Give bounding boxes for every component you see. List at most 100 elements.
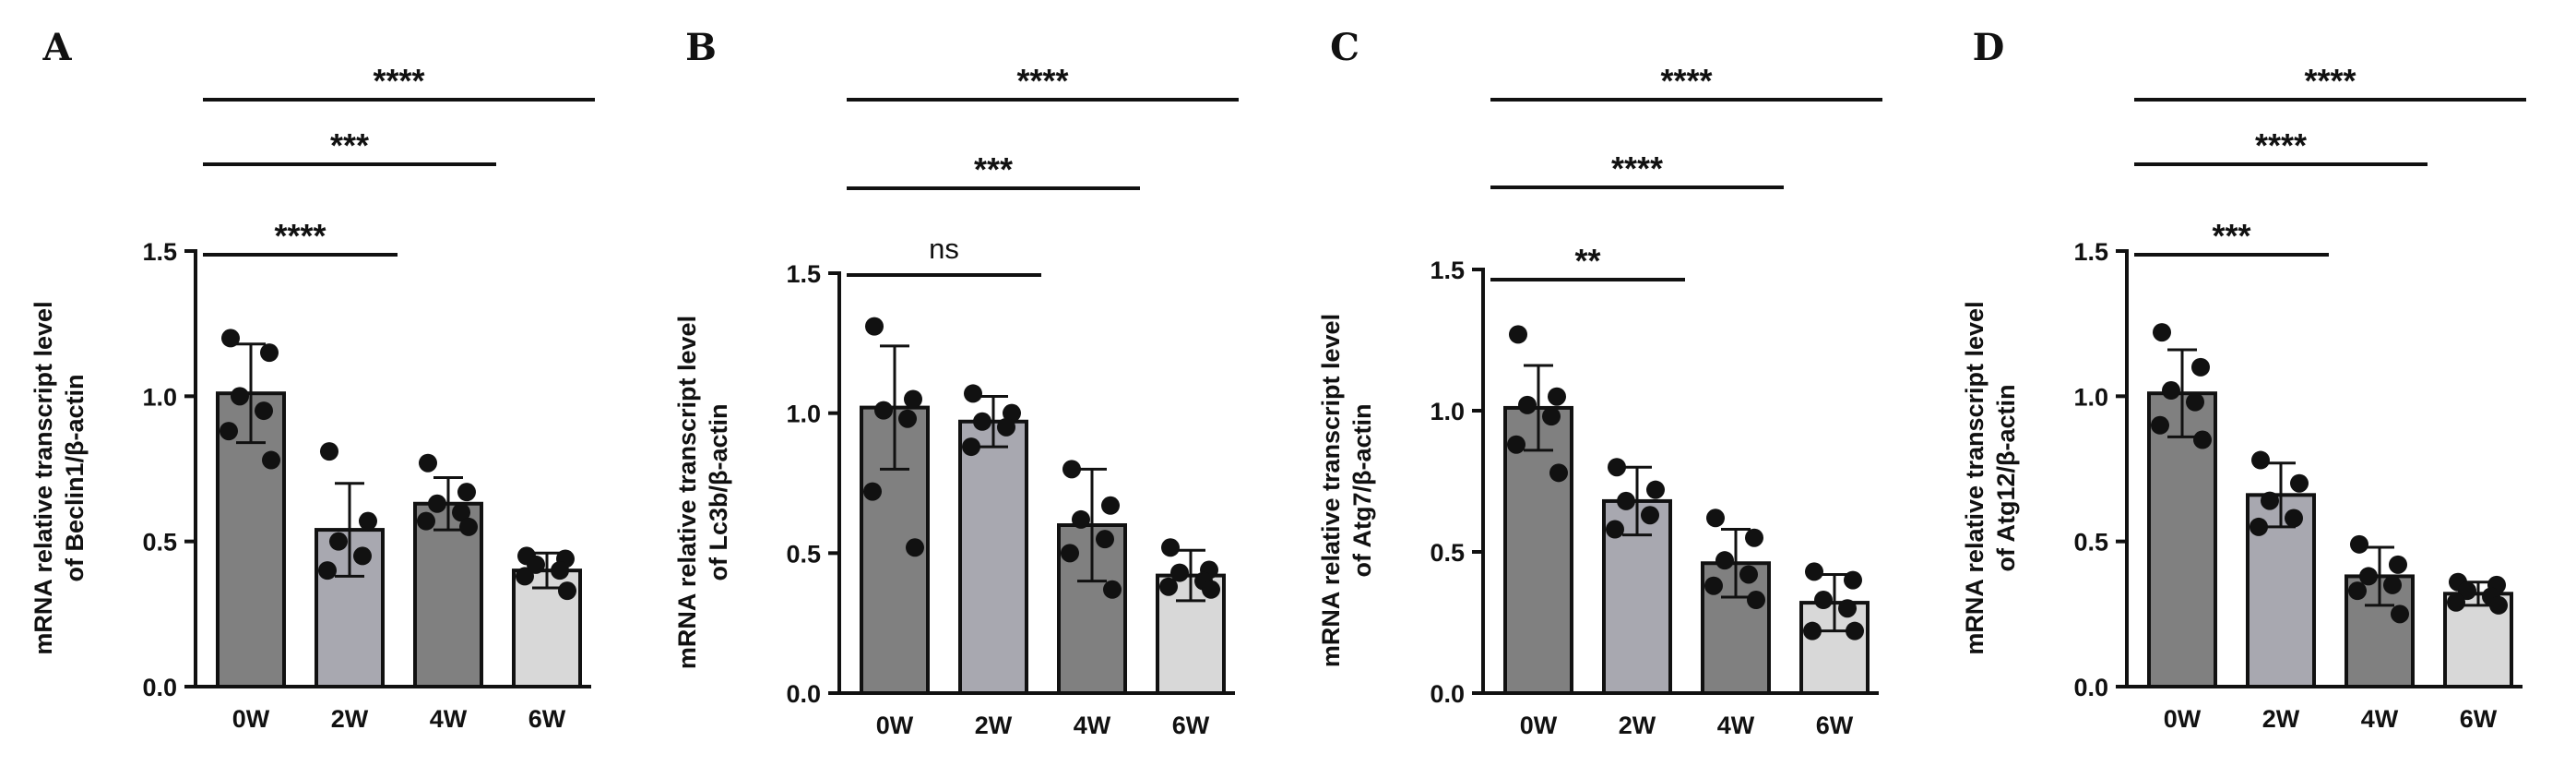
y-axis-label-line: mRNA relative transcript level (1317, 314, 1345, 667)
data-point (353, 546, 372, 566)
data-point (1507, 435, 1525, 454)
x-tick-label: 0W (1520, 712, 1558, 739)
data-point (1846, 621, 1864, 640)
data-point (2359, 567, 2378, 586)
data-point (2261, 491, 2279, 510)
x-tick-label: 0W (876, 712, 914, 739)
data-point (1617, 491, 1635, 510)
data-point (2193, 430, 2212, 449)
significance-label: **** (1611, 150, 1663, 187)
y-tick-label: 0.5 (1430, 539, 1465, 567)
significance-label: *** (330, 126, 369, 164)
x-tick-label: 4W (430, 705, 468, 733)
y-tick-label: 1.0 (786, 401, 821, 428)
data-point (1509, 325, 1527, 344)
data-point (359, 511, 377, 531)
data-point (904, 389, 922, 409)
data-point (1608, 458, 1626, 477)
x-tick-label: 4W (2361, 705, 2399, 733)
significance-label: **** (274, 217, 326, 255)
data-point (2391, 604, 2409, 624)
data-point (874, 401, 893, 420)
panel-letter: D (1973, 26, 2005, 69)
significance-label: *** (974, 150, 1013, 188)
y-axis-label: mRNA relative transcript level of Atg12/β… (1961, 301, 2020, 654)
data-point (1844, 570, 1862, 590)
data-point (2251, 450, 2270, 470)
y-axis-label-line: of Lc3b/β-actin (705, 404, 732, 581)
data-point (1641, 506, 1659, 525)
data-point (1202, 580, 1220, 599)
x-tick-label: 2W (2262, 705, 2300, 733)
data-point (1518, 395, 1537, 414)
data-point (2290, 473, 2309, 493)
x-tick-label: 0W (2164, 705, 2202, 733)
data-point (329, 532, 348, 551)
x-tick-label: 4W (1074, 712, 1111, 739)
data-point (997, 417, 1015, 437)
data-point (1739, 565, 1758, 584)
data-point (2348, 581, 2367, 601)
data-point (260, 343, 279, 363)
data-point (1706, 509, 1725, 528)
y-tick-label: 0.0 (142, 674, 177, 701)
data-point (1646, 480, 1665, 499)
y-axis-label-line: of Atg7/β-actin (1348, 404, 1376, 578)
panel-letter: A (42, 26, 72, 69)
y-tick-label: 0.0 (2073, 674, 2108, 701)
significance-label: *** (2212, 217, 2250, 255)
data-point (2383, 575, 2402, 594)
x-tick-label: 4W (1717, 712, 1755, 739)
data-point (973, 412, 991, 431)
panel-letter: C (1330, 26, 1359, 69)
y-tick-label: 1.5 (1430, 257, 1465, 284)
data-point (428, 494, 446, 513)
data-point (2191, 357, 2210, 377)
significance-label: **** (373, 62, 424, 100)
data-point (457, 483, 476, 502)
data-point (1715, 551, 1734, 570)
y-tick-label: 0.0 (786, 680, 821, 708)
data-point (1161, 538, 1180, 557)
data-point (2389, 555, 2407, 574)
significance-label: ns (929, 233, 959, 265)
data-point (1838, 599, 1857, 618)
data-point (1061, 544, 1079, 563)
data-point (1548, 387, 1566, 406)
x-tick-label: 2W (975, 712, 1013, 739)
y-axis-label-line: of Beclin1/β-actin (61, 374, 89, 581)
data-point (1803, 621, 1822, 640)
significance-label: **** (1016, 62, 1068, 100)
panel-letter: B (685, 26, 717, 69)
significance-label: **** (2255, 126, 2307, 164)
y-axis-label: mRNA relative transcript level of Lc3b/β-… (673, 316, 732, 669)
y-axis-label-line: mRNA relative transcript level (1961, 301, 1988, 654)
data-point (1159, 577, 1178, 596)
data-point (1606, 520, 1624, 539)
data-point (320, 442, 338, 461)
data-point (1096, 530, 1114, 549)
y-tick-label: 0.5 (786, 540, 821, 568)
data-point (863, 482, 882, 501)
data-point (1704, 576, 1723, 595)
data-point (1747, 591, 1765, 610)
y-axis-label: mRNA relative transcript level of Beclin1… (30, 301, 89, 654)
y-tick-label: 0.5 (142, 529, 177, 557)
data-point (1745, 528, 1763, 547)
significance-label: **** (2304, 62, 2356, 100)
y-axis-label-line: of Atg12/β-actin (1992, 385, 2020, 572)
y-axis-label-line: mRNA relative transcript level (30, 301, 57, 654)
data-point (2447, 592, 2465, 612)
data-point (459, 517, 478, 536)
y-axis-label: mRNA relative transcript level of Atg7/β-… (1317, 314, 1376, 667)
y-tick-label: 0.0 (1430, 680, 1465, 708)
y-tick-label: 1.0 (142, 383, 177, 411)
data-point (962, 437, 980, 457)
data-point (1101, 496, 1120, 515)
data-point (1814, 591, 1833, 610)
